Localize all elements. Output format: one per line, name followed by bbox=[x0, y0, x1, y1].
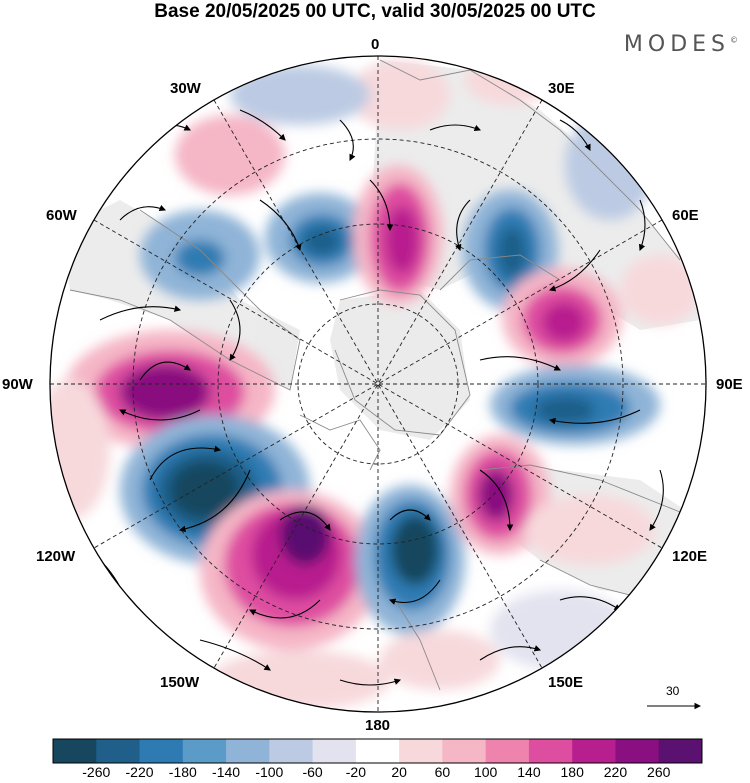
label-150w: 150W bbox=[160, 674, 200, 691]
label-120e: 120E bbox=[672, 548, 708, 565]
label-0: 0 bbox=[371, 36, 380, 53]
colorbar-swatch bbox=[442, 739, 487, 763]
colorbar-swatch bbox=[355, 739, 400, 763]
colorbar bbox=[52, 738, 703, 764]
colorbar-tick-label: 220 bbox=[603, 764, 628, 780]
anomaly-field bbox=[50, 56, 700, 710]
colorbar-swatch bbox=[226, 739, 270, 763]
colorbar-tick-label: 140 bbox=[517, 764, 541, 780]
reference-vector-label: 30 bbox=[666, 684, 680, 698]
colorbar-tick-label: 60 bbox=[434, 764, 451, 780]
colorbar-tick-label: 100 bbox=[473, 764, 498, 780]
colorbar-ticks: -260 -220 -180 -140 -100 -60 -20 20 60 100 140 180 2… bbox=[0, 764, 750, 783]
colorbar-tick-label: -140 bbox=[212, 764, 241, 780]
wind-vectors bbox=[99, 109, 664, 686]
colorbar-tick-label: -220 bbox=[125, 764, 154, 780]
colorbar-tick-label: -20 bbox=[345, 764, 366, 780]
colorbar-swatch bbox=[615, 739, 660, 763]
map-disc bbox=[50, 56, 706, 712]
colorbar-tick-label: -260 bbox=[82, 764, 111, 780]
brand-mark: © bbox=[730, 35, 738, 45]
label-90w: 90W bbox=[2, 376, 33, 393]
colorbar-tick-label: -180 bbox=[168, 764, 197, 780]
map-outline bbox=[49, 55, 707, 713]
colorbar-swatch bbox=[53, 739, 97, 763]
label-30w: 30W bbox=[170, 80, 201, 97]
graticule bbox=[50, 56, 706, 712]
colorbar-swatch bbox=[312, 739, 357, 763]
brand-logo: MODES© bbox=[624, 32, 738, 57]
label-120w: 120W bbox=[36, 548, 76, 565]
colorbar-swatch bbox=[528, 739, 573, 763]
colorbar-swatch bbox=[96, 739, 141, 763]
colorbar-tick-label: 260 bbox=[647, 764, 671, 780]
colorbar-swatch bbox=[485, 739, 530, 763]
colorbar-tick-label: -60 bbox=[302, 764, 323, 780]
label-60w: 60W bbox=[46, 207, 77, 224]
colorbar-swatch bbox=[139, 739, 184, 763]
colorbar-frame bbox=[52, 738, 703, 764]
colorbar-tick-label: -100 bbox=[255, 764, 284, 780]
label-150e: 150E bbox=[548, 674, 584, 691]
colorbar-tick-label: 20 bbox=[391, 764, 407, 780]
colorbar-tick-label: 180 bbox=[560, 764, 584, 780]
label-60e: 60E bbox=[672, 207, 699, 224]
brand-name: MODES bbox=[623, 32, 730, 57]
label-90e: 90E bbox=[716, 376, 743, 393]
coastlines bbox=[69, 59, 701, 691]
colorbar-swatch bbox=[269, 739, 314, 763]
label-180: 180 bbox=[365, 717, 391, 734]
colorbar-swatch bbox=[658, 739, 703, 763]
colorbar-swatch bbox=[572, 739, 616, 763]
label-30e: 30E bbox=[548, 80, 575, 97]
colorbar-swatch bbox=[182, 739, 227, 763]
map-title: Base 20/05/2025 00 UTC, valid 30/05/2025… bbox=[154, 1, 596, 22]
colorbar-swatch bbox=[399, 739, 443, 763]
